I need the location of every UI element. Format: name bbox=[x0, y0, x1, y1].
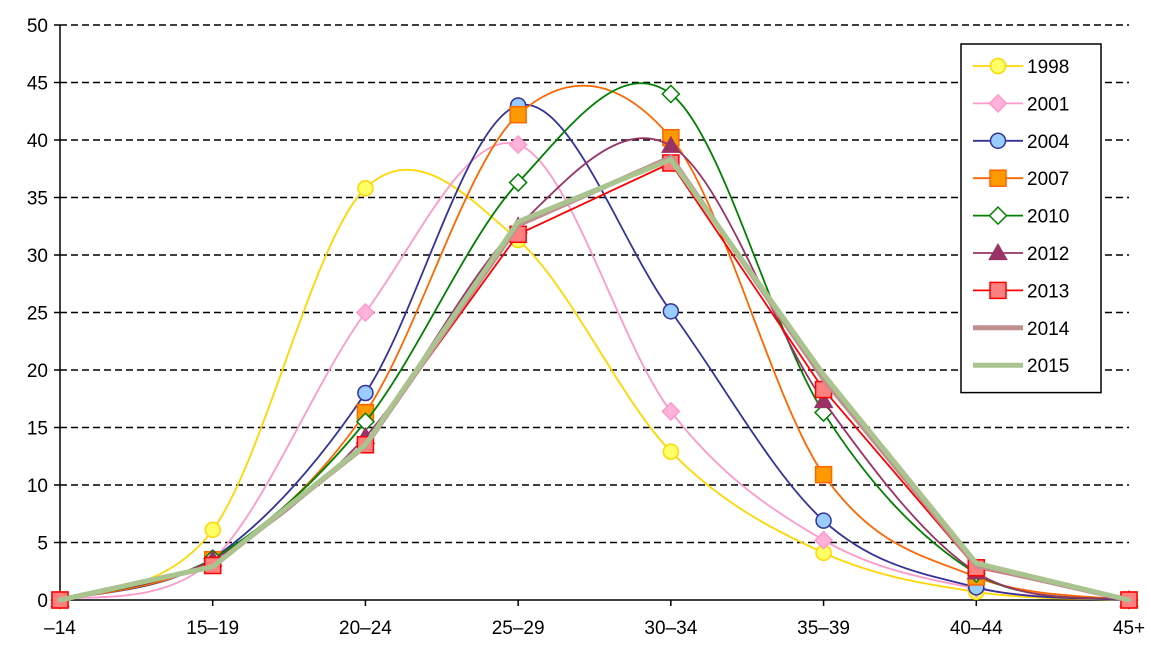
y-tick-label: 30 bbox=[27, 246, 48, 267]
legend-label: 2013 bbox=[1027, 281, 1069, 302]
legend-marker bbox=[990, 170, 1006, 186]
x-tick-label: 35–39 bbox=[797, 618, 850, 639]
x-tick-label: –14 bbox=[44, 618, 76, 639]
x-tick-labels: –14 15–19 20–24 25–29 30–34 35–39 40–44 45+ bbox=[44, 618, 1145, 639]
legend-marker bbox=[991, 133, 1006, 148]
y-tick-label: 10 bbox=[27, 476, 48, 497]
data-point-2004-5 bbox=[816, 513, 831, 528]
x-tick-label: 45+ bbox=[1113, 618, 1145, 639]
y-tick-label: 35 bbox=[27, 189, 48, 210]
legend-label: 1998 bbox=[1027, 57, 1069, 78]
data-point-2001-4 bbox=[662, 403, 679, 420]
legend-label: 2014 bbox=[1027, 319, 1070, 340]
legend-marker bbox=[990, 282, 1006, 298]
y-tick-label: 0 bbox=[37, 591, 48, 612]
data-point-1998-2 bbox=[358, 181, 373, 196]
x-tick-label: 20–24 bbox=[339, 618, 392, 639]
y-tick-label: 20 bbox=[27, 361, 48, 382]
y-tick-label: 15 bbox=[27, 419, 48, 440]
data-point-2001-2 bbox=[357, 304, 374, 321]
y-tick-labels: 0 5 10 15 20 25 30 35 40 45 50 bbox=[27, 16, 48, 612]
x-tick-label: 40–44 bbox=[950, 618, 1003, 639]
data-point-2007-5 bbox=[816, 467, 832, 483]
data-point-2004-4 bbox=[663, 304, 678, 319]
x-tick-label: 30–34 bbox=[644, 618, 697, 639]
y-tick-label: 45 bbox=[27, 74, 48, 95]
y-tick-label: 25 bbox=[27, 304, 48, 325]
x-tick-label: 15–19 bbox=[186, 618, 239, 639]
legend-label: 2007 bbox=[1027, 169, 1069, 190]
legend: 1998 2001 2004 2007 2010 2012 2013 2014 2015 bbox=[961, 44, 1101, 393]
data-point-2007-3 bbox=[510, 107, 526, 123]
data-point-2001-3 bbox=[510, 136, 527, 153]
legend-label: 2001 bbox=[1027, 94, 1069, 115]
y-tick-label: 40 bbox=[27, 131, 48, 152]
legend-label: 2004 bbox=[1027, 132, 1070, 153]
y-tick-label: 5 bbox=[37, 534, 48, 555]
legend-marker bbox=[991, 59, 1006, 74]
data-point-1998-4 bbox=[663, 444, 678, 459]
data-point-1998-1 bbox=[205, 522, 220, 537]
data-point-2001-5 bbox=[815, 532, 832, 549]
x-tick-label: 25–29 bbox=[492, 618, 545, 639]
y-tick-label: 50 bbox=[27, 16, 48, 37]
legend-label: 2010 bbox=[1027, 207, 1069, 228]
data-point-2004-2 bbox=[358, 386, 373, 401]
legend-label: 2015 bbox=[1027, 356, 1069, 377]
legend-label: 2012 bbox=[1027, 244, 1069, 265]
